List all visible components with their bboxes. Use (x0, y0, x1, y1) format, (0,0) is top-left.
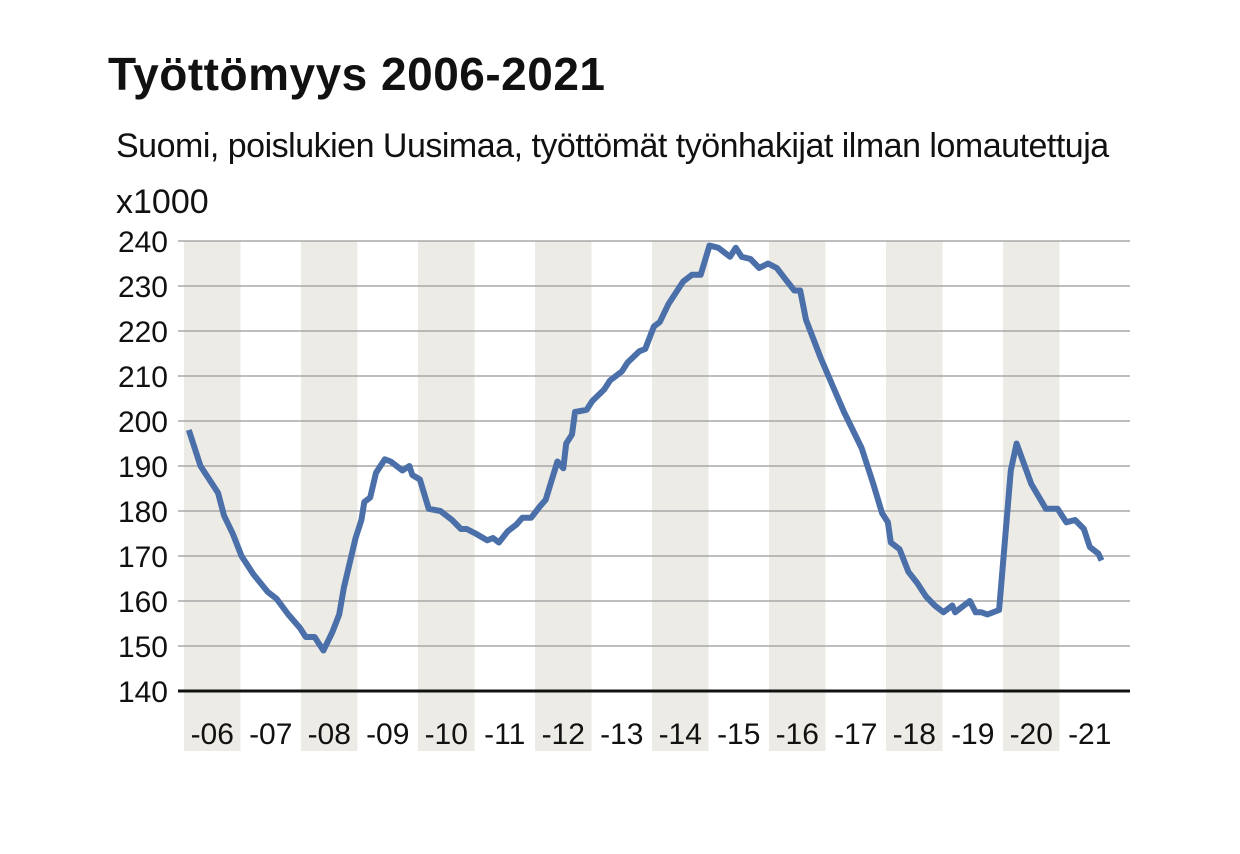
year-band-14 (652, 241, 709, 751)
x-tick-label-11: -11 (484, 718, 525, 751)
series-group (185, 242, 1105, 654)
x-tick-label-18: -18 (893, 718, 936, 751)
y-tick-label-140: 140 (118, 676, 168, 709)
y-tick-label-160: 160 (118, 586, 168, 619)
x-tick-label-13: -13 (600, 718, 643, 751)
y-tick-label-200: 200 (118, 406, 168, 439)
year-band-08 (301, 241, 358, 751)
year-band-18 (886, 241, 943, 751)
y-tick-label-210: 210 (118, 361, 168, 394)
x-tick-label-12: -12 (542, 718, 585, 751)
y-tick-label-150: 150 (118, 631, 168, 664)
y-axis-unit-label: x1000 (116, 183, 209, 221)
x-tick-label-20: -20 (1010, 718, 1053, 751)
x-tick-label-10: -10 (425, 718, 468, 751)
gridlines (178, 240, 1130, 647)
x-tick-label-06: -06 (191, 718, 234, 751)
x-tick-label-08: -08 (308, 718, 351, 751)
x-tick-label-19: -19 (951, 718, 994, 751)
x-tick-label-16: -16 (776, 718, 819, 751)
x-tick-label-15: -15 (717, 718, 760, 751)
x-tick-label-14: -14 (659, 718, 702, 751)
year-band-06 (184, 241, 241, 751)
x-tick-label-17: -17 (834, 718, 877, 751)
year-band-12 (535, 241, 592, 751)
chart-subtitle: Suomi, poislukien Uusimaa, työttömät työ… (116, 127, 1109, 165)
y-tick-label-230: 230 (118, 271, 168, 304)
y-tick-label-180: 180 (118, 496, 168, 529)
series-line-0 (185, 242, 1105, 654)
y-tick-labels: 140 150 160 170 180 190 200 210 220 230 240 (118, 226, 168, 709)
x-tick-label-07: -07 (249, 718, 292, 751)
y-tick-label-220: 220 (118, 316, 168, 349)
y-tick-label-170: 170 (118, 541, 168, 574)
year-band-16 (769, 241, 826, 751)
x-tick-labels: -06 -07 -08 -09 -10 -11 -12 -13 -14 -15 -16 -17 -18-… (191, 718, 1112, 751)
x-tick-label-21: -21 (1068, 718, 1111, 751)
y-tick-label-240: 240 (118, 226, 168, 259)
chart-title: Työttömyys 2006-2021 (108, 48, 606, 100)
y-tick-label-190: 190 (118, 451, 168, 484)
x-tick-label-09: -09 (366, 718, 409, 751)
year-band-20 (1003, 241, 1060, 751)
year-bands (184, 241, 1060, 751)
